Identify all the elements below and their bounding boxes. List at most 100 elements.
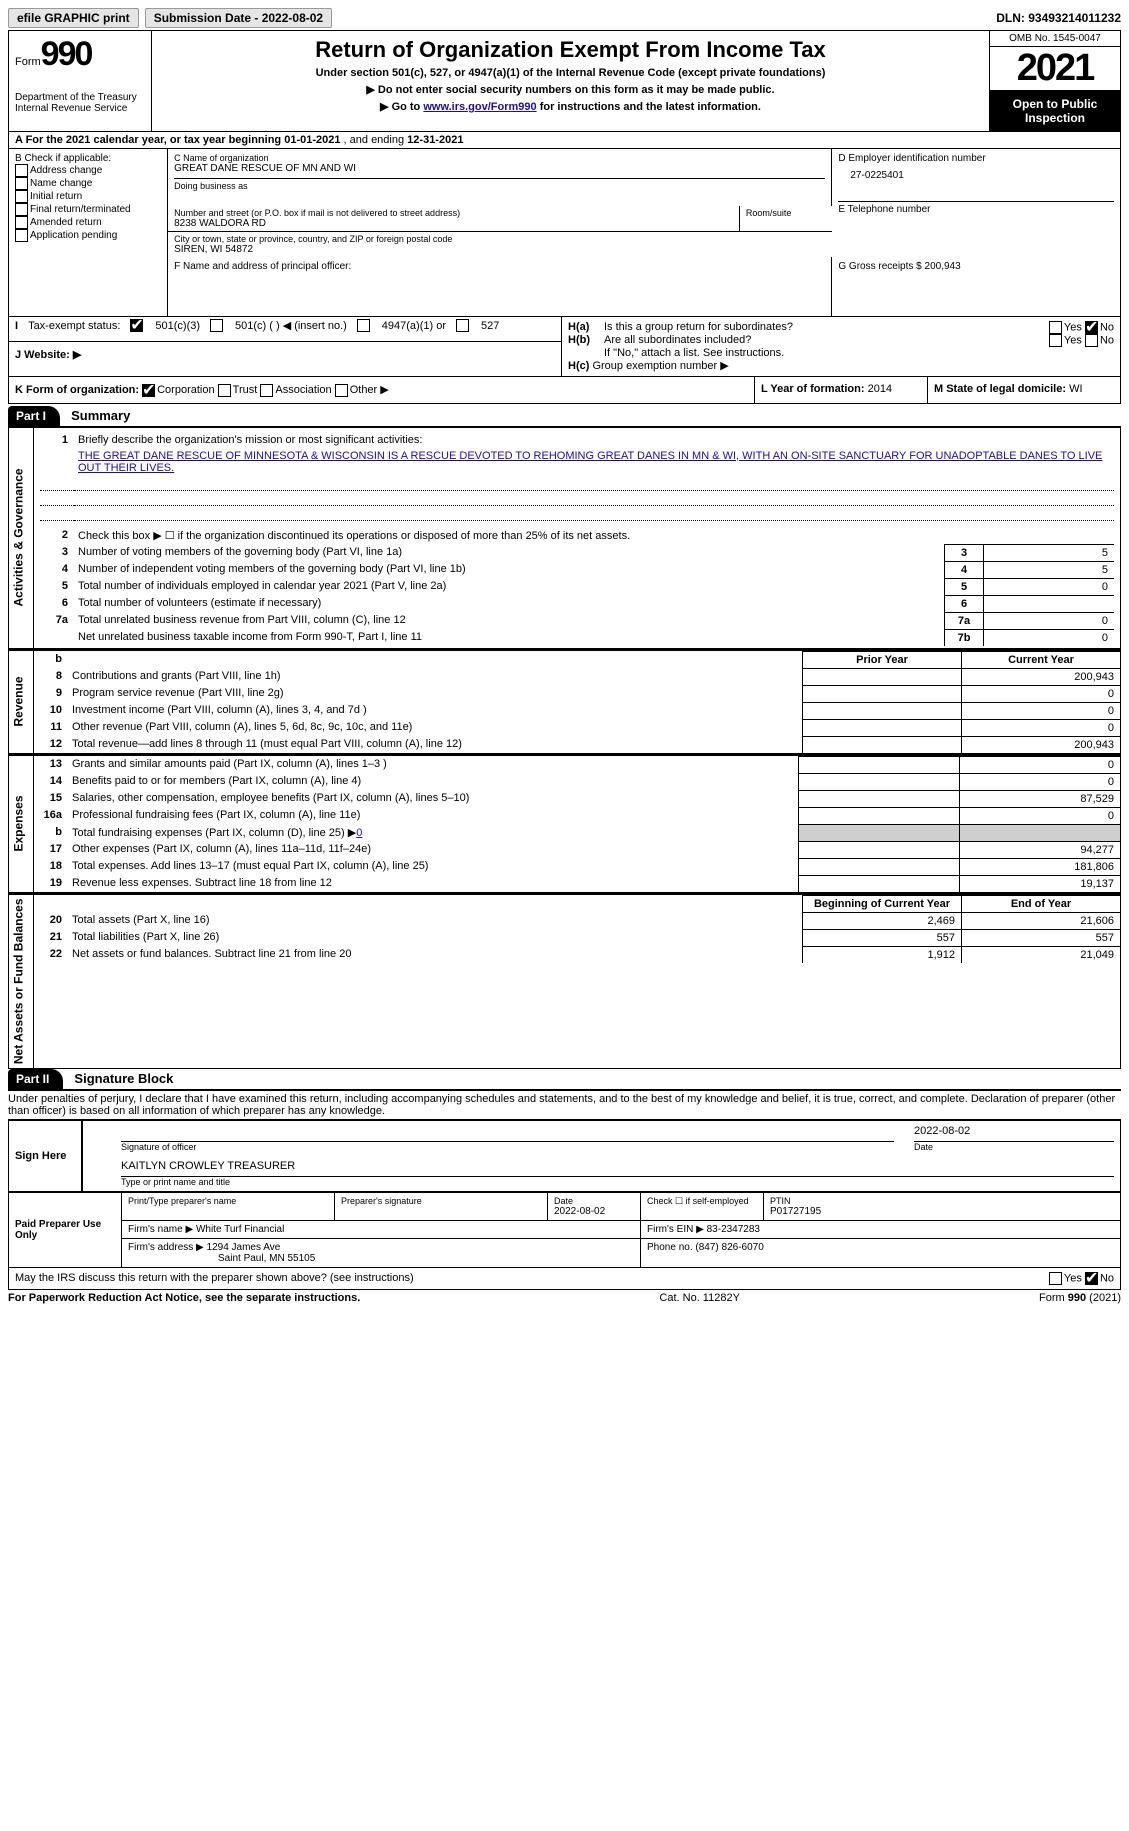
line7a-val: 0 [984, 612, 1115, 629]
footer-mid: Cat. No. 11282Y [659, 1292, 740, 1304]
chk-name[interactable] [15, 177, 28, 190]
line20-beg: 2,469 [803, 912, 962, 929]
header-mid: Return of Organization Exempt From Incom… [152, 31, 990, 132]
chk-other[interactable] [335, 384, 348, 397]
ptin-label: PTIN [770, 1196, 1114, 1206]
opt-pending: Application pending [30, 230, 117, 241]
chk-initial[interactable] [15, 190, 28, 203]
chk-4947[interactable] [357, 319, 370, 332]
hb-note: If "No," attach a list. See instructions… [568, 347, 1114, 359]
line6-val [984, 595, 1115, 612]
goto-post: for instructions and the latest informat… [537, 101, 761, 113]
submission-date-button[interactable]: Submission Date - 2022-08-02 [145, 8, 332, 28]
omb-label: OMB No. 1545-0047 [990, 31, 1120, 47]
chk-pending[interactable] [15, 229, 28, 242]
lineb-val: 0 [356, 827, 362, 839]
chk-527[interactable] [456, 319, 469, 332]
f-label: F Name and address of principal officer: [174, 261, 825, 272]
chk-address[interactable] [15, 164, 28, 177]
vlabel-net: Net Assets or Fund Balances [9, 894, 34, 1069]
firm-name-label: Firm's name ▶ [128, 1224, 193, 1235]
website-label: J Website: ▶ [15, 349, 81, 361]
line13-cur: 0 [960, 756, 1121, 773]
phone-label: Phone no. [647, 1242, 693, 1253]
open-public-badge: Open to Public Inspection [990, 91, 1120, 131]
sig-date-label: Date [914, 1142, 1114, 1152]
line11-text: Other revenue (Part VIII, column (A), li… [68, 719, 803, 736]
header-right: OMB No. 1545-0047 2021 Open to Public In… [990, 31, 1121, 132]
chk-hb-yes[interactable] [1049, 334, 1062, 347]
opt-amended: Amended return [30, 217, 102, 228]
row-a-end: 12-31-2021 [407, 134, 463, 146]
form-number: 990 [41, 35, 92, 73]
col-c-addr: Number and street (or P.O. box if mail i… [168, 206, 832, 257]
opt-assoc: Association [275, 384, 331, 396]
line18-text: Total expenses. Add lines 13–17 (must eq… [68, 858, 799, 875]
opt-address: Address change [30, 165, 102, 176]
declaration-text: Under penalties of perjury, I declare th… [8, 1089, 1121, 1119]
line15-text: Salaries, other compensation, employee b… [68, 790, 799, 807]
line15-cur: 87,529 [960, 790, 1121, 807]
paid-preparer-label: Paid Preparer Use Only [9, 1193, 122, 1268]
l-label: L Year of formation: [761, 383, 865, 395]
line3-val: 5 [984, 544, 1115, 561]
opt-trust: Trust [233, 384, 258, 396]
print-label: Print/Type preparer's name [128, 1196, 328, 1206]
ein-value: 27-0225401 [838, 164, 1114, 181]
line22-text: Net assets or fund balances. Subtract li… [68, 946, 803, 963]
chk-discuss-no[interactable] [1085, 1272, 1098, 1285]
line8-cur: 200,943 [962, 668, 1121, 685]
chk-final[interactable] [15, 203, 28, 216]
k-label: K Form of organization: [15, 384, 139, 396]
tel-label: E Telephone number [838, 201, 1114, 215]
line4-text: Number of independent voting members of … [74, 561, 945, 578]
header-left: Form990 Department of the Treasury Inter… [9, 31, 152, 132]
col-c-name: C Name of organization GREAT DANE RESCUE… [168, 149, 832, 207]
chk-ha-yes[interactable] [1049, 321, 1062, 334]
chk-501c[interactable] [210, 319, 223, 332]
officer-name-label: Type or print name and title [121, 1177, 1114, 1187]
sig-officer-label: Signature of officer [121, 1142, 894, 1152]
line20-end: 21,606 [962, 912, 1121, 929]
m-label: M State of legal domicile: [934, 383, 1066, 395]
opt-corp: Corporation [157, 384, 214, 396]
hb-text: Are all subordinates included? [604, 334, 751, 347]
chk-amended[interactable] [15, 216, 28, 229]
firm-ein-label: Firm's EIN ▶ [647, 1224, 704, 1235]
check-self-label: Check ☐ if self-employed [647, 1196, 757, 1207]
addr-label: Number and street (or P.O. box if mail i… [174, 208, 733, 218]
footer: For Paperwork Reduction Act Notice, see … [8, 1292, 1121, 1304]
m-val: WI [1069, 383, 1082, 395]
chk-assoc[interactable] [260, 384, 273, 397]
col-d: D Employer identification number 27-0225… [832, 149, 1120, 258]
line5-text: Total number of individuals employed in … [74, 578, 945, 595]
irs-link[interactable]: www.irs.gov/Form990 [423, 101, 536, 113]
chk-501c3[interactable] [130, 319, 143, 332]
chk-ha-no[interactable] [1085, 321, 1098, 334]
part2-tag: Part II [8, 1069, 63, 1089]
prep-sig-label: Preparer's signature [341, 1196, 541, 1206]
col-end: End of Year [962, 895, 1121, 912]
line9-cur: 0 [962, 685, 1121, 702]
chk-discuss-yes[interactable] [1049, 1272, 1062, 1285]
dept-label: Department of the Treasury Internal Reve… [15, 92, 145, 114]
form-word: Form [15, 56, 41, 68]
efile-print-button[interactable]: efile GRAPHIC print [8, 8, 139, 28]
chk-trust[interactable] [218, 384, 231, 397]
subtitle: Under section 501(c), 527, or 4947(a)(1)… [158, 67, 983, 79]
city-label: City or town, state or province, country… [174, 234, 826, 244]
tax-year: 2021 [990, 47, 1120, 91]
chk-hb-no[interactable] [1085, 334, 1098, 347]
sign-here-label: Sign Here [9, 1120, 83, 1192]
col-b-label: B Check if applicable: [15, 153, 161, 164]
line13-text: Grants and similar amounts paid (Part IX… [68, 756, 799, 773]
opt-final: Final return/terminated [30, 204, 131, 215]
part1-header: Part I Summary [8, 406, 1121, 426]
instruct-1: ▶ Do not enter social security numbers o… [158, 83, 983, 96]
opt-4947: 4947(a)(1) or [382, 320, 446, 332]
line7b-val: 0 [984, 629, 1115, 646]
part2-header: Part II Signature Block [8, 1069, 1121, 1089]
line5-val: 0 [984, 578, 1115, 595]
hc-text: Group exemption number ▶ [592, 360, 728, 372]
chk-corp[interactable] [142, 384, 155, 397]
